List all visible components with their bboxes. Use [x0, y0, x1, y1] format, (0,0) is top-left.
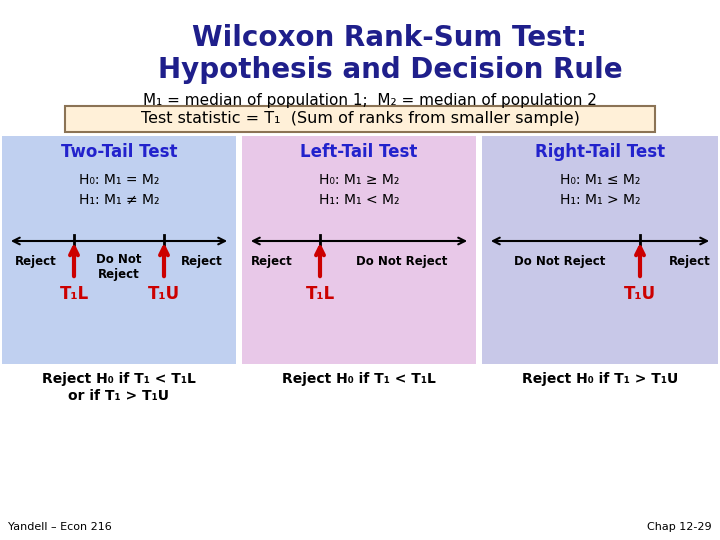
Bar: [65, 106, 655, 132]
Text: Do Not Reject: Do Not Reject: [356, 255, 448, 268]
Text: Hypothesis and Decision Rule: Hypothesis and Decision Rule: [158, 56, 622, 84]
Text: H₁: M₁ < M₂: H₁: M₁ < M₂: [319, 193, 400, 207]
Text: T₁L: T₁L: [305, 285, 335, 303]
Text: H₀: M₁ ≥ M₂: H₀: M₁ ≥ M₂: [319, 173, 399, 187]
Text: Do Not Reject: Do Not Reject: [514, 255, 606, 268]
Text: Reject H₀ if T₁ > T₁U: Reject H₀ if T₁ > T₁U: [522, 372, 678, 386]
Text: Reject H₀ if T₁ < T₁L: Reject H₀ if T₁ < T₁L: [282, 372, 436, 386]
Text: Reject H₀ if T₁ < T₁L: Reject H₀ if T₁ < T₁L: [42, 372, 196, 386]
Text: Right-Tail Test: Right-Tail Test: [535, 143, 665, 161]
Text: H₁: M₁ ≠ M₂: H₁: M₁ ≠ M₂: [78, 193, 159, 207]
Bar: [482, 136, 718, 364]
Text: H₀: M₁ = M₂: H₀: M₁ = M₂: [78, 173, 159, 187]
Bar: [2, 136, 236, 364]
Text: Left-Tail Test: Left-Tail Test: [300, 143, 418, 161]
Text: M₁ = median of population 1;  M₂ = median of population 2: M₁ = median of population 1; M₂ = median…: [143, 92, 597, 107]
Text: T₁U: T₁U: [148, 285, 180, 303]
Text: Reject: Reject: [15, 255, 57, 268]
Text: Test statistic = T₁  (Sum of ranks from smaller sample): Test statistic = T₁ (Sum of ranks from s…: [140, 111, 580, 126]
Text: T₁L: T₁L: [59, 285, 89, 303]
Text: H₁: M₁ > M₂: H₁: M₁ > M₂: [559, 193, 640, 207]
Bar: [242, 136, 476, 364]
Text: Reject: Reject: [669, 255, 711, 268]
Text: Do Not
Reject: Do Not Reject: [96, 253, 142, 281]
Text: Reject: Reject: [251, 255, 293, 268]
Text: Reject: Reject: [181, 255, 223, 268]
Text: Wilcoxon Rank-Sum Test:: Wilcoxon Rank-Sum Test:: [192, 24, 588, 52]
Text: T₁U: T₁U: [624, 285, 656, 303]
Text: Two-Tail Test: Two-Tail Test: [60, 143, 177, 161]
Text: Yandell – Econ 216: Yandell – Econ 216: [8, 522, 112, 532]
Text: or if T₁ > T₁U: or if T₁ > T₁U: [68, 389, 169, 403]
Text: H₀: M₁ ≤ M₂: H₀: M₁ ≤ M₂: [560, 173, 640, 187]
Text: Chap 12-29: Chap 12-29: [647, 522, 712, 532]
